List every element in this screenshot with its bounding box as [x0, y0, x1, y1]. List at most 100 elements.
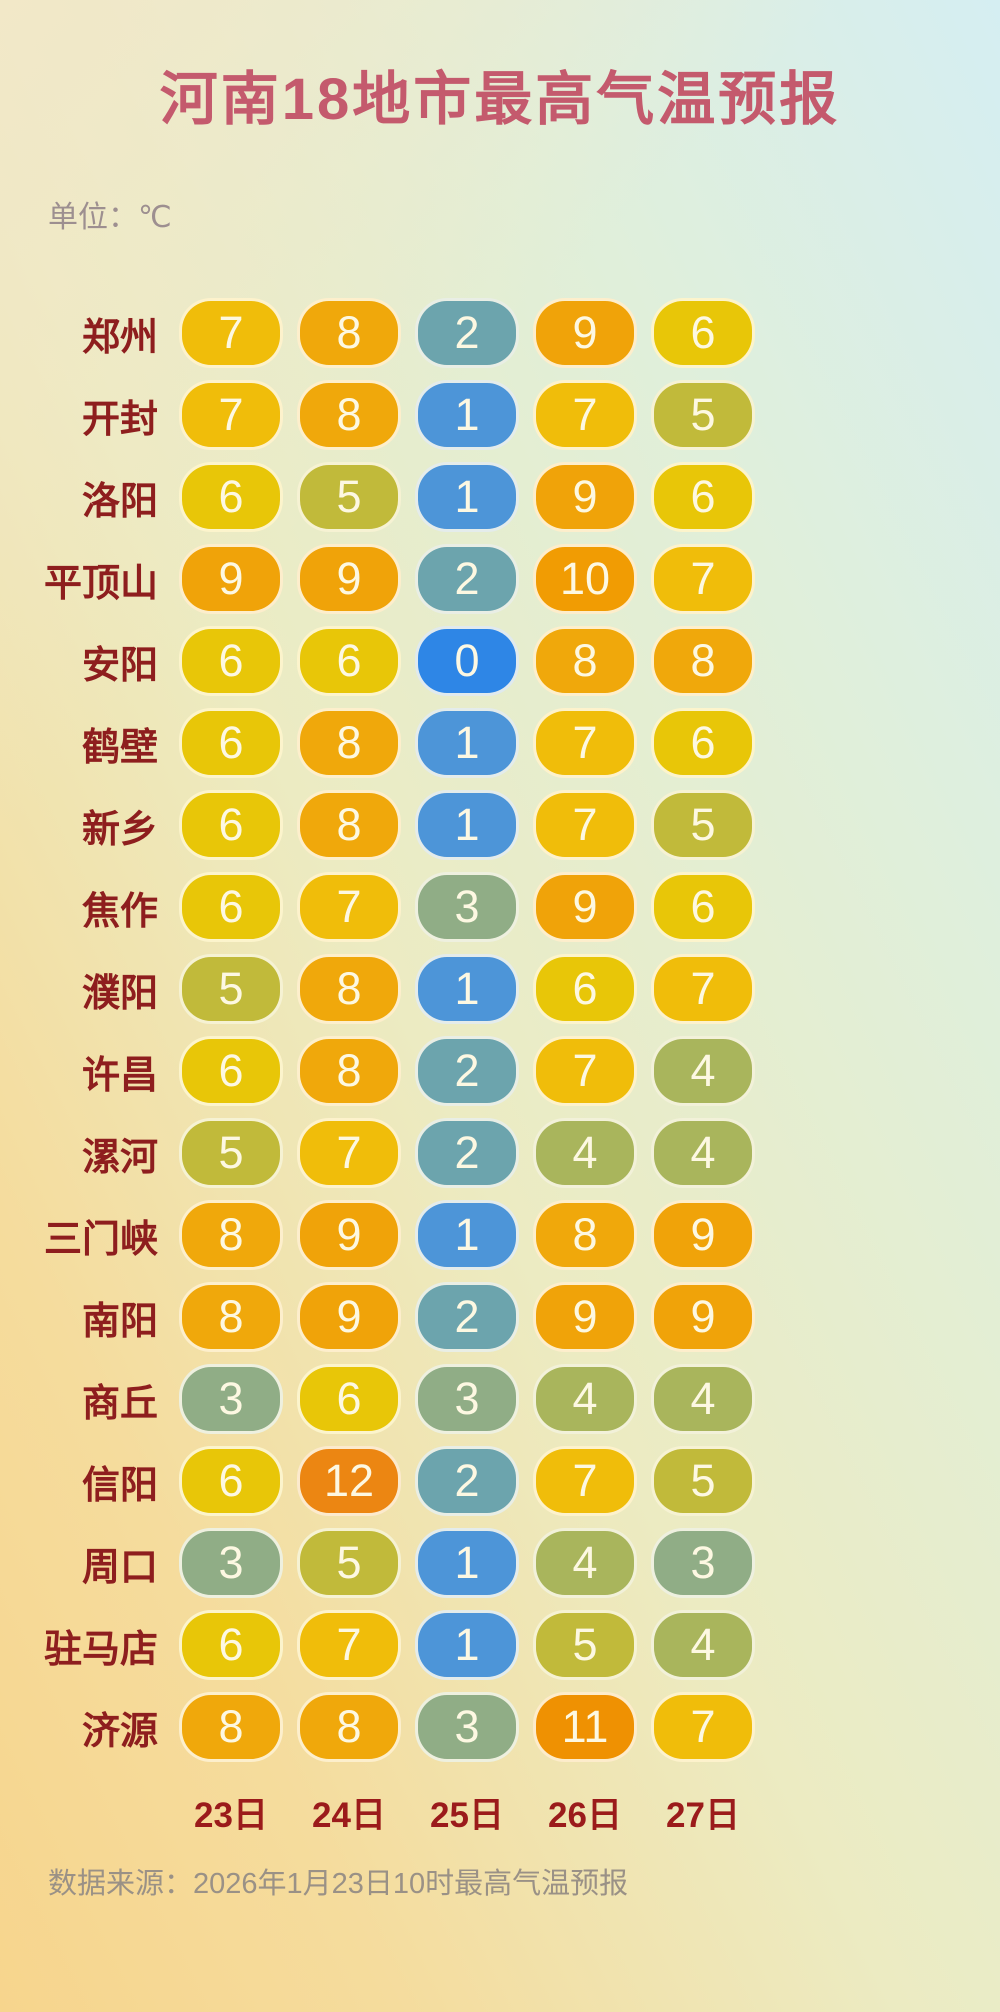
- table-cell: 9: [526, 456, 644, 538]
- table-cell: 4: [526, 1112, 644, 1194]
- temp-pill: 6: [533, 954, 637, 1024]
- date-label: 25日: [430, 1795, 504, 1835]
- temp-pill: 7: [651, 954, 755, 1024]
- table-cell: 9: [526, 292, 644, 374]
- temp-pill: 2: [415, 1118, 519, 1188]
- city-label: 漯河: [81, 1136, 158, 1179]
- temp-pill: 5: [651, 790, 755, 860]
- city-label: 驻马店: [43, 1628, 158, 1671]
- temp-pill: 1: [415, 380, 519, 450]
- temp-pill: 5: [179, 1118, 283, 1188]
- temp-pill: 5: [179, 954, 283, 1024]
- table-cell: 8: [290, 948, 408, 1030]
- table-cell: 7: [526, 374, 644, 456]
- table-cell: 9: [290, 1276, 408, 1358]
- table-cell: 6: [172, 784, 290, 866]
- table-cell: 2: [408, 1276, 526, 1358]
- table-cell: 7: [644, 1686, 762, 1768]
- table-cell: 5: [644, 1440, 762, 1522]
- city-label: 鹤壁: [81, 726, 158, 769]
- table-cell: 6: [172, 1440, 290, 1522]
- temp-pill: 3: [651, 1528, 755, 1598]
- temp-pill: 8: [533, 1200, 637, 1270]
- table-cell: 8: [290, 374, 408, 456]
- date-label: 23日: [194, 1795, 268, 1835]
- temp-pill: 5: [651, 380, 755, 450]
- temp-pill: 5: [297, 462, 401, 532]
- table-cell: 4: [644, 1030, 762, 1112]
- city-label: 信阳: [81, 1464, 158, 1507]
- temp-pill: 6: [179, 462, 283, 532]
- temp-pill: 7: [297, 1610, 401, 1680]
- table-cell: 4: [644, 1358, 762, 1440]
- temp-pill: 7: [651, 1692, 755, 1762]
- table-cell: 6: [290, 620, 408, 702]
- temp-pill: 1: [415, 1528, 519, 1598]
- temp-pill: 2: [415, 1282, 519, 1352]
- table-cell: 6: [644, 866, 762, 948]
- temp-pill: 9: [533, 298, 637, 368]
- temp-pill: 6: [651, 298, 755, 368]
- temp-pill: 1: [415, 954, 519, 1024]
- date-label: 27日: [666, 1795, 740, 1835]
- city-label: 安阳: [81, 644, 158, 687]
- temp-pill: 6: [179, 626, 283, 696]
- table-cell: 7: [526, 702, 644, 784]
- temp-pill: 8: [297, 1036, 401, 1106]
- table-cell: 8: [290, 292, 408, 374]
- temp-pill: 1: [415, 708, 519, 778]
- temp-pill: 4: [651, 1364, 755, 1434]
- table-cell: 3: [408, 866, 526, 948]
- table-cell: 2: [408, 1440, 526, 1522]
- table-cell: 2: [408, 538, 526, 620]
- temp-pill: 8: [297, 790, 401, 860]
- table-cell: 1: [408, 1194, 526, 1276]
- city-label: 濮阳: [81, 972, 158, 1015]
- table-cell: 11: [526, 1686, 644, 1768]
- temp-pill: 4: [533, 1364, 637, 1434]
- table-cell: 9: [290, 538, 408, 620]
- table-cell: 1: [408, 784, 526, 866]
- temp-pill: 7: [179, 298, 283, 368]
- table-cell: 3: [408, 1358, 526, 1440]
- temp-pill: 4: [651, 1118, 755, 1188]
- temp-pill: 7: [533, 790, 637, 860]
- table-cell: 8: [172, 1686, 290, 1768]
- table-cell: 7: [172, 292, 290, 374]
- table-cell: 6: [290, 1358, 408, 1440]
- table-cell: 8: [644, 620, 762, 702]
- temp-pill: 6: [179, 1036, 283, 1106]
- table-cell: 8: [526, 620, 644, 702]
- table-cell: 1: [408, 456, 526, 538]
- temp-pill: 6: [179, 790, 283, 860]
- table-cell: 7: [290, 1604, 408, 1686]
- city-label: 平顶山: [43, 562, 158, 605]
- table-cell: 7: [172, 374, 290, 456]
- table-cell: 8: [290, 1686, 408, 1768]
- temp-pill: 9: [179, 544, 283, 614]
- temp-pill: 7: [297, 1118, 401, 1188]
- temp-pill: 7: [533, 1036, 637, 1106]
- table-cell: 1: [408, 1604, 526, 1686]
- table-cell: 6: [172, 620, 290, 702]
- table-cell: 8: [526, 1194, 644, 1276]
- date-row-spacer: [12, 1786, 172, 1838]
- table-cell: 6: [172, 1030, 290, 1112]
- temp-pill: 8: [297, 298, 401, 368]
- temp-pill: 6: [297, 626, 401, 696]
- table-cell: 9: [644, 1276, 762, 1358]
- table-cell: 7: [644, 948, 762, 1030]
- table-cell: 4: [526, 1358, 644, 1440]
- table-cell: 4: [644, 1112, 762, 1194]
- table-cell: 5: [172, 948, 290, 1030]
- table-cell: 12: [290, 1440, 408, 1522]
- table-cell: 4: [526, 1522, 644, 1604]
- temp-pill: 7: [651, 544, 755, 614]
- temp-pill: 1: [415, 1610, 519, 1680]
- temp-pill: 2: [415, 544, 519, 614]
- city-label: 南阳: [81, 1300, 158, 1343]
- temp-pill: 8: [651, 626, 755, 696]
- temp-pill: 9: [533, 462, 637, 532]
- temp-pill: 3: [415, 1692, 519, 1762]
- table-cell: 8: [290, 702, 408, 784]
